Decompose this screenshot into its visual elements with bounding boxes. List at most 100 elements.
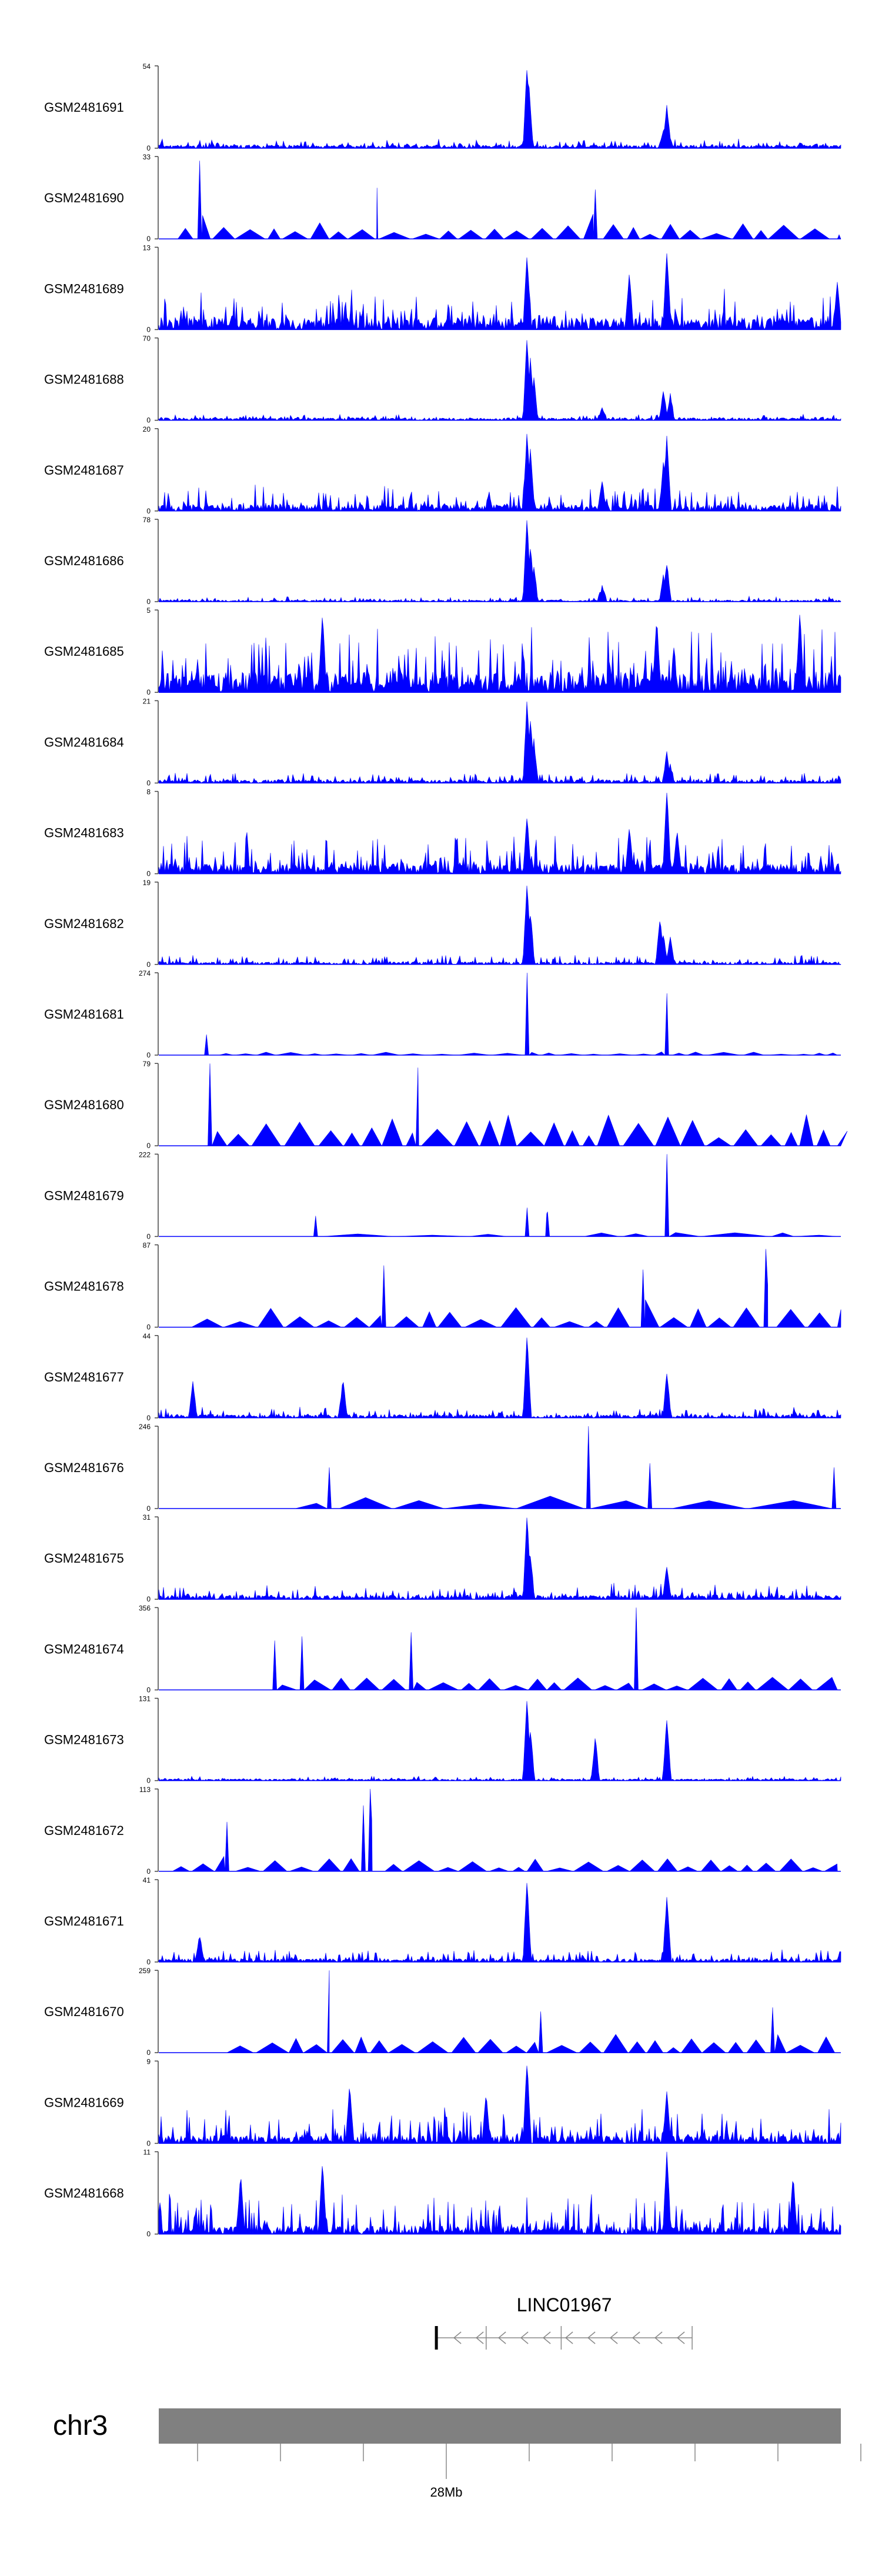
y-max-label: 9: [146, 2057, 151, 2066]
track-GSM2481685: GSM2481685 5 0: [44, 606, 841, 696]
track-label: GSM2481689: [44, 281, 124, 296]
y-max-label: 31: [143, 1513, 151, 1521]
track-label: GSM2481686: [44, 553, 124, 568]
signal-area: [159, 1607, 841, 1691]
y-max-label: 70: [143, 335, 151, 343]
track-GSM2481688: GSM2481688 70 0: [44, 335, 841, 425]
signal-area: [158, 253, 841, 331]
track-GSM2481683: GSM2481683 8 0: [44, 788, 841, 878]
track-label: GSM2481670: [44, 2004, 124, 2019]
chromosome-label: chr3: [53, 2410, 108, 2441]
gene-annotation-track: LINC01967: [435, 2294, 693, 2350]
track-label: GSM2481679: [44, 1188, 124, 1203]
track-label: GSM2481677: [44, 1370, 124, 1384]
y-min-label: 0: [146, 870, 151, 878]
track-GSM2481681: GSM2481681 274 0: [44, 969, 841, 1059]
track-label: GSM2481687: [44, 463, 124, 478]
signal-area: [159, 1426, 841, 1509]
track-GSM2481686: GSM2481686 78 0: [44, 516, 841, 606]
y-max-label: 20: [143, 425, 151, 433]
track-label: GSM2481675: [44, 1551, 124, 1566]
signal-area: [159, 1249, 841, 1327]
y-min-label: 0: [146, 2139, 151, 2147]
track-GSM2481689: GSM2481689 13 0: [44, 243, 841, 333]
chromosome-ideogram: chr3 28Mb: [53, 2408, 861, 2500]
strand-arrow: [609, 2331, 618, 2344]
y-max-label: 87: [143, 1242, 151, 1250]
signal-area: [159, 161, 841, 239]
strand-arrow: [564, 2331, 573, 2344]
signal-area: [158, 520, 841, 602]
signal-area: [159, 1154, 841, 1237]
y-max-label: 79: [143, 1060, 151, 1068]
track-GSM2481668: GSM2481668 11 0: [44, 2148, 841, 2238]
track-label: GSM2481684: [44, 735, 124, 749]
track-label: GSM2481688: [44, 372, 124, 387]
y-max-label: 41: [143, 1876, 151, 1884]
track-GSM2481672: GSM2481672 113 0: [44, 1786, 841, 1876]
y-max-label: 8: [146, 788, 151, 796]
track-label: GSM2481669: [44, 2095, 124, 2110]
strand-arrow: [632, 2331, 640, 2344]
signal-area: [159, 1970, 841, 2053]
y-min-label: 0: [146, 325, 151, 333]
y-min-label: 0: [146, 1686, 151, 1694]
y-max-label: 78: [143, 516, 151, 524]
track-GSM2481675: GSM2481675 31 0: [44, 1513, 841, 1603]
y-min-label: 0: [146, 1958, 151, 1966]
signal-area: [159, 1063, 848, 1146]
track-GSM2481669: GSM2481669 9 0: [44, 2057, 841, 2147]
track-GSM2481690: GSM2481690 33 0: [44, 153, 841, 243]
signal-area: [158, 1337, 841, 1419]
signal-area: [158, 615, 841, 693]
track-label: GSM2481680: [44, 1097, 124, 1112]
track-label: GSM2481674: [44, 1641, 124, 1656]
y-max-label: 246: [139, 1423, 151, 1431]
track-label: GSM2481671: [44, 1914, 124, 1928]
signal-area: [158, 701, 841, 784]
y-max-label: 19: [143, 879, 151, 887]
y-max-label: 274: [139, 969, 151, 977]
track-GSM2481676: GSM2481676 246 0: [44, 1423, 841, 1513]
y-max-label: 222: [139, 1150, 151, 1159]
track-GSM2481677: GSM2481677 44 0: [44, 1332, 841, 1422]
track-GSM2481674: GSM2481674 356 0: [44, 1604, 841, 1694]
signal-area: [158, 1701, 841, 1781]
track-GSM2481673: GSM2481673 131 0: [44, 1695, 841, 1785]
y-min-label: 0: [146, 1595, 151, 1603]
track-label: GSM2481678: [44, 1279, 124, 1294]
track-label: GSM2481672: [44, 1823, 124, 1838]
signal-area: [158, 70, 841, 149]
y-max-label: 33: [143, 153, 151, 161]
track-GSM2481682: GSM2481682 19 0: [44, 879, 841, 969]
signal-area: [158, 792, 841, 875]
y-min-label: 0: [146, 235, 151, 243]
strand-arrow: [587, 2331, 596, 2344]
y-min-label: 0: [146, 507, 151, 515]
signal-area: [159, 1788, 841, 1872]
ideogram-tick-label: 28Mb: [430, 2485, 462, 2500]
y-max-label: 259: [139, 1967, 151, 1975]
strand-arrow: [676, 2331, 685, 2344]
track-label: GSM2481683: [44, 826, 124, 840]
chromosome-bar: [159, 2408, 841, 2444]
gene-name: LINC01967: [517, 2294, 612, 2315]
y-max-label: 131: [139, 1695, 151, 1703]
track-label: GSM2481685: [44, 644, 124, 659]
y-min-label: 0: [146, 598, 151, 606]
track-GSM2481671: GSM2481671 41 0: [44, 1876, 841, 1966]
y-min-label: 0: [146, 1142, 151, 1150]
y-min-label: 0: [146, 144, 151, 152]
signal-area: [158, 1517, 841, 1600]
strand-arrow: [542, 2331, 551, 2344]
signal-area: [158, 1883, 841, 1963]
track-label: GSM2481668: [44, 2186, 124, 2201]
y-min-label: 0: [146, 1504, 151, 1513]
y-min-label: 0: [146, 1232, 151, 1240]
y-min-label: 0: [146, 960, 151, 969]
signal-area: [158, 2151, 841, 2235]
strand-arrow: [654, 2331, 663, 2344]
y-max-label: 54: [143, 62, 151, 71]
strand-arrow: [520, 2331, 529, 2344]
